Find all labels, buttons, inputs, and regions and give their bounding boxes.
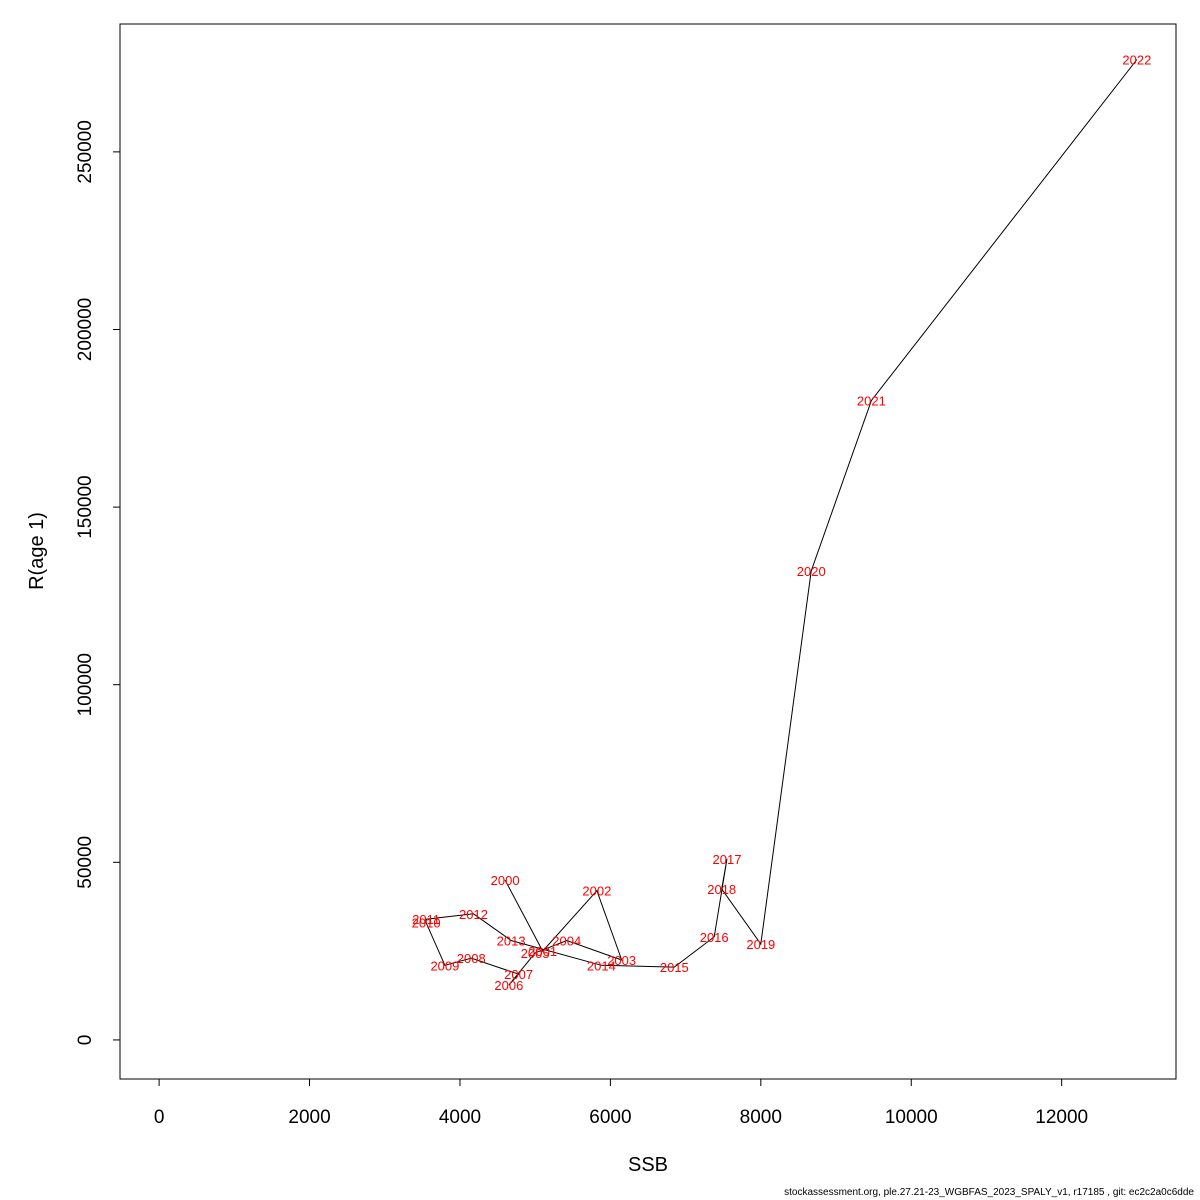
plot-frame [119, 23, 1177, 1080]
x-tick-label: 12000 [1035, 1107, 1088, 1128]
point-labels: 2000200120022003200420052006200720082009… [412, 53, 1152, 993]
point-label-2012: 2012 [459, 907, 488, 922]
point-label-2004: 2004 [552, 933, 581, 948]
y-tick-label: 250000 [75, 120, 96, 183]
x-tick-label: 6000 [589, 1107, 631, 1128]
x-tick-label: 2000 [288, 1107, 330, 1128]
x-tick-label: 10000 [885, 1107, 938, 1128]
point-label-2008: 2008 [457, 951, 486, 966]
point-label-2007: 2007 [504, 967, 533, 982]
series-line [425, 59, 1138, 986]
y-axis: 0 50000 100000 150000 200000 250000 [75, 120, 121, 1046]
point-label-2015: 2015 [660, 960, 689, 975]
point-label-2006: 2006 [494, 978, 523, 993]
y-tick-label: 0 [75, 1035, 96, 1046]
point-label-2014: 2014 [587, 958, 616, 973]
point-label-2019: 2019 [746, 937, 775, 952]
point-label-2013: 2013 [497, 933, 526, 948]
y-tick-label: 200000 [75, 298, 96, 361]
point-label-2002: 2002 [582, 884, 611, 899]
y-tick-label: 150000 [75, 475, 96, 538]
point-label-2011: 2011 [412, 912, 440, 927]
point-label-2010: 2010 [412, 916, 441, 931]
point-label-2009: 2009 [430, 958, 459, 973]
point-label-2000: 2000 [491, 873, 520, 888]
point-label-2020: 2020 [797, 564, 826, 579]
x-tick-label: 0 [154, 1107, 165, 1128]
x-axis: 0 2000 4000 6000 8000 10000 12000 [154, 1078, 1088, 1128]
x-tick-label: 4000 [439, 1107, 481, 1128]
point-label-2001: 2001 [528, 944, 557, 959]
point-label-2003: 2003 [607, 953, 636, 968]
sr-trajectory-line [425, 59, 1138, 986]
point-label-2016: 2016 [700, 930, 729, 945]
x-tick-label: 8000 [740, 1107, 782, 1128]
point-label-2018: 2018 [707, 882, 736, 897]
point-label-2017: 2017 [713, 852, 742, 867]
point-label-2021: 2021 [857, 394, 886, 409]
point-label-2005: 2005 [521, 946, 550, 961]
x-axis-title: SSB [628, 1154, 668, 1176]
footer-credit: stockassessment.org, ple.27.21-23_WGBFAS… [784, 1187, 1194, 1198]
point-label-2022: 2022 [1122, 53, 1151, 68]
y-tick-label: 100000 [75, 653, 96, 716]
y-tick-label: 50000 [75, 836, 96, 889]
y-axis-title: R(age 1) [26, 512, 48, 590]
